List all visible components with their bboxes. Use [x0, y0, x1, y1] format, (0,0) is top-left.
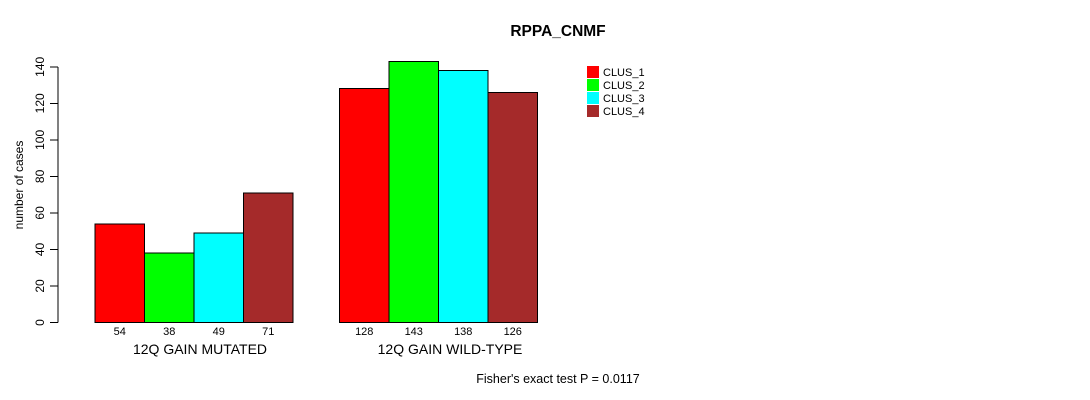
- group-label-mutated: 12Q GAIN MUTATED: [133, 341, 267, 357]
- bar-clus_1-group1: [94, 223, 145, 324]
- legend: CLUS_1 CLUS_2 CLUS_3 CLUS_4: [587, 66, 645, 118]
- y-tick-label: 0: [33, 319, 47, 326]
- bar-value-label: 126: [504, 326, 522, 338]
- legend-label-clus-3: CLUS_3: [603, 93, 645, 105]
- y-tick-label: 140: [33, 56, 47, 76]
- bar-value-label: 38: [163, 326, 175, 338]
- legend-swatch-clus-3: [587, 92, 599, 104]
- bar-clus_4-group2: [487, 91, 538, 324]
- bar-value-label: 71: [262, 326, 274, 338]
- y-tick-label: 60: [33, 206, 47, 220]
- bar-value-labels: 54 38 49 71 128 143 138 126: [114, 326, 522, 338]
- fisher-test-annotation: Fisher's exact test P = 0.0117: [476, 372, 640, 386]
- y-tick-label: 120: [33, 93, 47, 113]
- bar-clus_1-group2: [339, 88, 390, 323]
- y-tick-label: 100: [33, 130, 47, 150]
- bar-clus_2-group1: [144, 252, 195, 324]
- bar-value-label: 49: [213, 326, 225, 338]
- legend-label-clus-4: CLUS_4: [603, 106, 645, 118]
- bar-value-label: 54: [114, 326, 126, 338]
- y-axis-title: number of cases: [12, 141, 26, 230]
- bar-clus_2-group2: [388, 60, 439, 324]
- chart-title: RPPA_CNMF: [510, 23, 605, 40]
- bars-group: [94, 60, 538, 324]
- y-axis: 0 20 40 60 80 100 120 140: [33, 56, 59, 326]
- legend-swatch-clus-1: [587, 66, 599, 78]
- bar-value-label: 128: [355, 326, 373, 338]
- bar-value-label: 138: [454, 326, 472, 338]
- y-tick-label: 20: [33, 279, 47, 293]
- y-tick-label: 40: [33, 242, 47, 256]
- legend-label-clus-2: CLUS_2: [603, 80, 645, 92]
- group-label-wild-type: 12Q GAIN WILD-TYPE: [378, 341, 523, 357]
- y-tick-label: 80: [33, 169, 47, 183]
- bar-clus_3-group2: [438, 69, 489, 324]
- legend-swatch-clus-2: [587, 79, 599, 91]
- bar-value-label: 143: [405, 326, 423, 338]
- bar-clus_4-group1: [243, 192, 294, 323]
- bar-clus_3-group1: [193, 232, 244, 324]
- legend-swatch-clus-4: [587, 105, 599, 117]
- legend-label-clus-1: CLUS_1: [603, 67, 645, 79]
